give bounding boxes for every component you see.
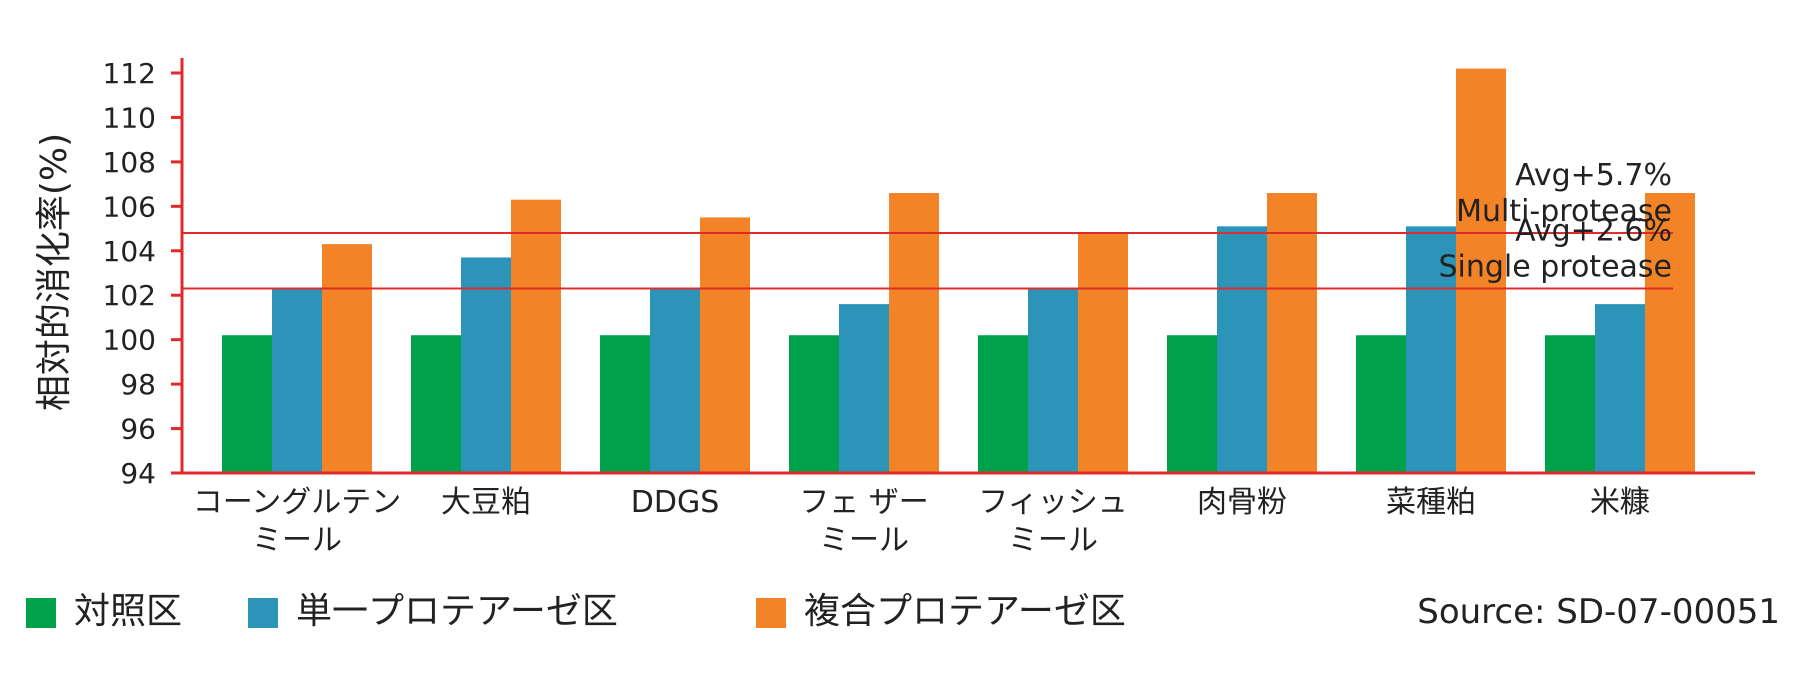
x-tick-label-6-line1: 肉骨粉 — [1197, 485, 1287, 520]
y-tick-label-102: 102 — [103, 279, 156, 312]
legend-swatch-single-protease — [248, 598, 278, 628]
legend-swatch-multi-protease — [756, 598, 786, 628]
bar-1-series-2 — [272, 288, 322, 473]
bar-2-series-2 — [461, 257, 511, 473]
bar-5-series-3 — [1078, 233, 1128, 473]
x-tick-label-8-line1: 米糠 — [1590, 485, 1650, 520]
x-tick-label-1-line2: ミール — [252, 523, 342, 558]
reference-label-1-line1: Avg+5.7% — [1515, 158, 1672, 193]
legend-swatch-control — [26, 598, 56, 628]
bar-6-series-2 — [1217, 226, 1267, 473]
bar-6-series-3 — [1267, 193, 1317, 473]
bar-4-series-2 — [839, 304, 889, 473]
legend-label-multi-protease: 複合プロテアーゼ区 — [804, 591, 1126, 632]
y-tick-label-98: 98 — [120, 368, 156, 401]
x-tick-label-5-line2: ミール — [1008, 523, 1098, 558]
source-note: Source: SD-07-00051 — [1417, 592, 1780, 632]
x-tick-label-4-line2: ミール — [819, 523, 909, 558]
x-tick-label-7-line1: 菜種粕 — [1386, 485, 1476, 520]
y-axis-label: 相対的消化率(%) — [34, 133, 75, 411]
x-tick-label-5-line1: フィッシュ — [978, 485, 1127, 520]
bar-5-series-2 — [1028, 288, 1078, 473]
y-tick-label-94: 94 — [120, 457, 156, 490]
x-tick-label-3-line1: DDGS — [631, 485, 720, 520]
bar-7-series-2 — [1406, 226, 1456, 473]
y-tick-label-96: 96 — [120, 413, 156, 446]
bar-3-series-2 — [650, 288, 700, 473]
y-tick-label-106: 106 — [103, 190, 156, 223]
reference-label-2-line1: Avg+2.6% — [1515, 214, 1672, 249]
y-tick-label-112: 112 — [103, 57, 156, 90]
bar-3-series-1 — [600, 335, 650, 473]
y-tick-label-104: 104 — [103, 235, 156, 268]
bar-7-series-3 — [1456, 68, 1506, 474]
bar-1-series-3 — [322, 244, 372, 473]
bar-5-series-1 — [978, 335, 1028, 473]
bar-1-series-1 — [222, 335, 272, 473]
legend-label-single-protease: 単一プロテアーゼ区 — [296, 591, 618, 632]
x-tick-label-4-line1: フェ ザー — [799, 485, 929, 520]
bar-2-series-3 — [511, 199, 561, 473]
bar-4-series-1 — [789, 335, 839, 473]
y-tick-label-110: 110 — [103, 101, 156, 134]
y-tick-label-108: 108 — [103, 146, 156, 179]
y-tick-label-100: 100 — [103, 324, 156, 357]
x-tick-label-1-line1: コーングルテン — [193, 485, 402, 520]
bar-7-series-1 — [1356, 335, 1406, 473]
bar-4-series-3 — [889, 193, 939, 473]
legend-label-control: 対照区 — [74, 591, 183, 632]
bar-8-series-2 — [1595, 304, 1645, 473]
x-tick-label-2-line1: 大豆粕 — [441, 485, 531, 520]
bar-8-series-1 — [1545, 335, 1595, 473]
bar-3-series-3 — [700, 217, 750, 473]
reference-label-2-line2: Single protease — [1438, 250, 1672, 285]
bar-2-series-1 — [411, 335, 461, 473]
bar-6-series-1 — [1167, 335, 1217, 473]
reference-label-1-line2: Multi-protease — [1456, 194, 1672, 229]
bar-8-series-3 — [1645, 193, 1695, 473]
